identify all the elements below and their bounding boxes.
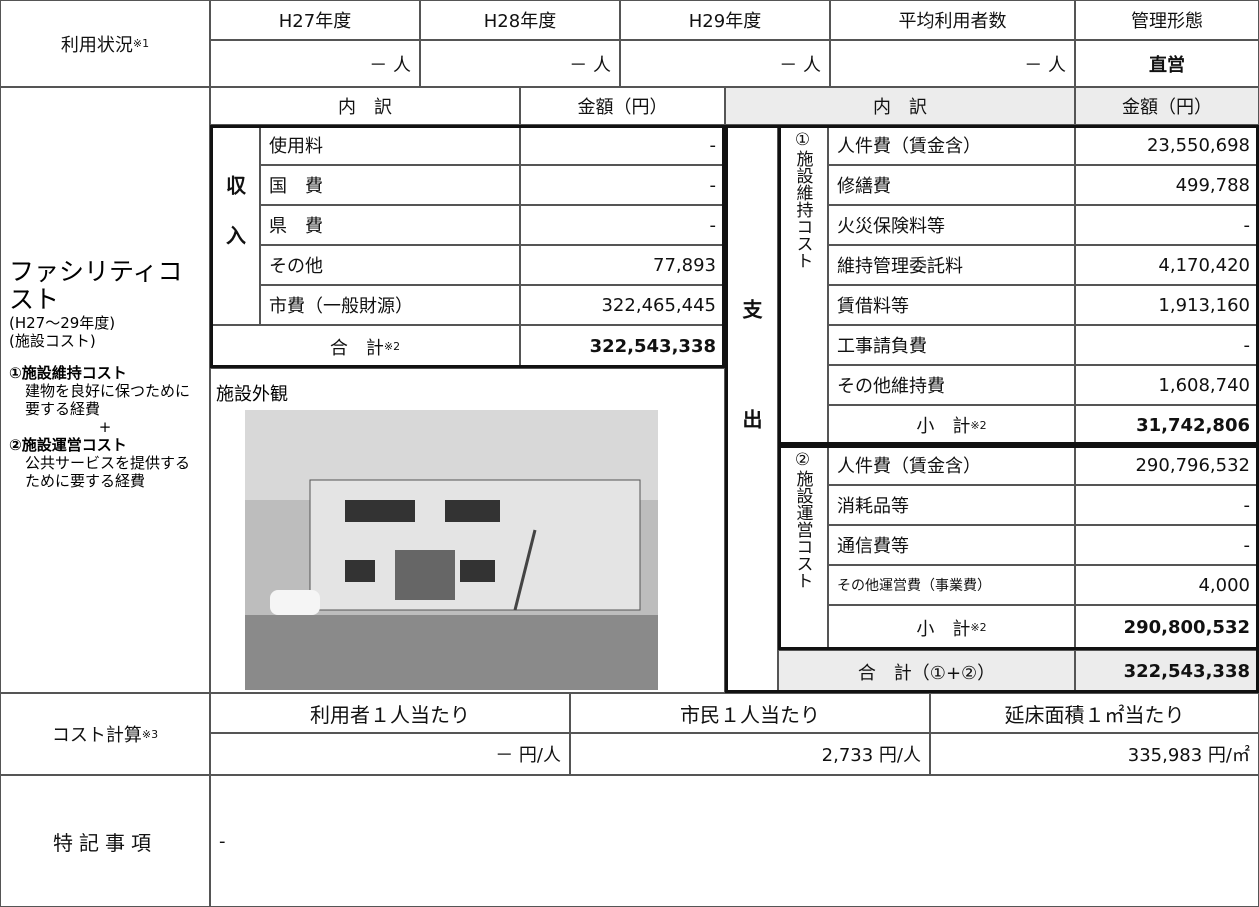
item-name: 賃借料等 — [828, 285, 1075, 325]
item-amount: 77,893 — [520, 245, 725, 285]
item-amount: - — [520, 125, 725, 165]
item-amount: - — [520, 205, 725, 245]
column-header: 内 訳 — [725, 87, 1075, 125]
subtotal-label: 小 計 ※2 — [828, 405, 1075, 445]
subtotal-label-text: 小 計 — [916, 618, 971, 640]
item-amount: - — [1075, 325, 1259, 365]
facility-photo — [245, 410, 658, 690]
row-label: コスト計算 ※3 — [0, 693, 210, 775]
side-label: 収入 — [210, 125, 260, 325]
total-label-text: 合 計 — [329, 337, 384, 359]
note-mark: ※2 — [970, 418, 987, 432]
item-name: 火災保険料等 — [828, 205, 1075, 245]
cost-value: 335,983 円/㎡ — [930, 733, 1259, 775]
item-name: その他運営費（事業費） — [828, 565, 1075, 605]
item-amount: - — [1075, 205, 1259, 245]
total-amount: 322,543,338 — [1075, 650, 1259, 693]
item-amount: 322,465,445 — [520, 285, 725, 325]
column-header: 平均利用者数 — [830, 0, 1075, 40]
row-label-text: コスト計算 — [51, 725, 142, 746]
notes-text: - — [210, 775, 1259, 907]
item-name: 通信費等 — [828, 525, 1075, 565]
column-header: 管理形態 — [1075, 0, 1259, 40]
item-amount: 4,170,420 — [1075, 245, 1259, 285]
column-header: 市民１人当たり — [570, 693, 930, 733]
photo-cell — [210, 368, 725, 693]
column-header: H28年度 — [420, 0, 620, 40]
subtotal-label-text: 小 計 — [916, 416, 971, 437]
column-header: 金額（円） — [1075, 87, 1259, 125]
usage-value: － 人 — [830, 40, 1075, 87]
group-label: ②施設運営コスト — [778, 445, 828, 650]
column-header: 内 訳 — [210, 87, 520, 125]
facility-title: ファシリティコスト — [9, 257, 183, 314]
side-label: 支出 — [725, 125, 778, 693]
item-amount: 290,796,532 — [1075, 445, 1259, 485]
usage-value: － 人 — [210, 40, 420, 87]
facility-sub: (施設コスト) — [9, 332, 96, 350]
total-label: 合 計（①+②） — [778, 650, 1075, 693]
column-header: H27年度 — [210, 0, 420, 40]
facility-line: ①施設維持コスト — [9, 364, 127, 382]
cost-value: － 円/人 — [210, 733, 570, 775]
item-name: 国 費 — [260, 165, 520, 205]
item-name: 消耗品等 — [828, 485, 1075, 525]
note-mark: ※1 — [132, 37, 150, 50]
item-name: 県 費 — [260, 205, 520, 245]
column-header: 延床面積１㎡当たり — [930, 693, 1259, 733]
column-header: 利用者１人当たり — [210, 693, 570, 733]
total-amount: 322,543,338 — [520, 325, 725, 368]
subtotal-amount: 31,742,806 — [1075, 405, 1259, 445]
item-name: その他維持費 — [828, 365, 1075, 405]
item-name: 修繕費 — [828, 165, 1075, 205]
column-header: 金額（円） — [520, 87, 725, 125]
item-name: 市費（一般財源） — [260, 285, 520, 325]
facility-line: ②施設運営コスト — [9, 436, 127, 454]
group-label: ①施設維持コスト — [778, 125, 828, 445]
item-amount: 499,788 — [1075, 165, 1259, 205]
facility-line: 建物を良好に保つために要する経費 — [25, 382, 191, 418]
item-name: 維持管理委託料 — [828, 245, 1075, 285]
row-label-text: 利用状況 — [60, 34, 133, 56]
item-name: 人件費（賃金含） — [828, 445, 1075, 485]
total-label: 合 計 ※2 — [210, 325, 520, 368]
item-amount: - — [1075, 485, 1259, 525]
note-mark: ※3 — [141, 727, 159, 741]
usage-value: － 人 — [420, 40, 620, 87]
item-amount: - — [520, 165, 725, 205]
usage-value: 直営 — [1075, 40, 1259, 87]
item-name: 使用料 — [260, 125, 520, 165]
column-header: H29年度 — [620, 0, 830, 40]
facility-line: + — [98, 418, 112, 436]
facility-line: 公共サービスを提供するために要する経費 — [25, 454, 191, 490]
item-amount: - — [1075, 525, 1259, 565]
item-name: 人件費（賃金含） — [828, 125, 1075, 165]
subtotal-amount: 290,800,532 — [1075, 605, 1259, 650]
row-label: 特記事項 — [0, 775, 210, 907]
item-amount: 4,000 — [1075, 565, 1259, 605]
note-mark: ※2 — [383, 340, 401, 353]
item-amount: 1,608,740 — [1075, 365, 1259, 405]
item-name: その他 — [260, 245, 520, 285]
item-name: 工事請負費 — [828, 325, 1075, 365]
usage-value: － 人 — [620, 40, 830, 87]
row-label: 利用状況 ※1 — [0, 0, 210, 87]
item-amount: 1,913,160 — [1075, 285, 1259, 325]
facility-period: (H27～29年度) — [9, 314, 116, 332]
cost-value: 2,733 円/人 — [570, 733, 930, 775]
facility-label: ファシリティコスト (H27～29年度) (施設コスト) ①施設維持コスト 建物… — [0, 87, 210, 693]
item-amount: 23,550,698 — [1075, 125, 1259, 165]
photo-caption: 施設外観 — [216, 384, 288, 405]
subtotal-label: 小 計 ※2 — [828, 605, 1075, 650]
note-mark: ※2 — [970, 621, 987, 634]
